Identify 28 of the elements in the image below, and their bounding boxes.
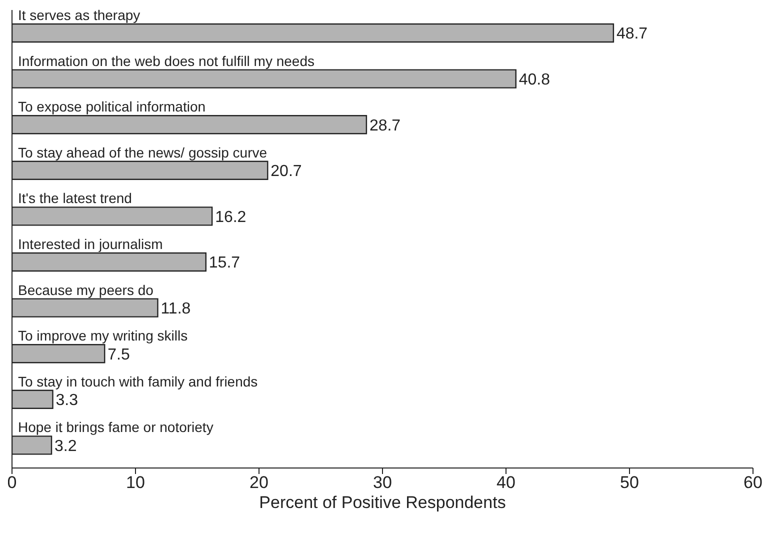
data-label: 28.7 xyxy=(369,117,401,134)
x-tick-label: 30 xyxy=(373,473,392,492)
x-tick-label: 10 xyxy=(126,473,145,492)
data-label: 11.8 xyxy=(160,300,191,318)
y-tick-label: To stay in touch with family and friends xyxy=(18,373,258,390)
data-label: 48.7 xyxy=(616,26,648,43)
x-axis-title: Percent of Positive Respondents xyxy=(259,493,506,512)
data-label: 3.3 xyxy=(56,392,78,410)
y-tick-label: Because my peers do xyxy=(18,282,154,298)
y-tick-label: To expose political information xyxy=(18,98,206,115)
y-tick-label: It's the latest trend xyxy=(18,190,132,206)
x-tick-label: 60 xyxy=(744,473,762,492)
data-label: 15.7 xyxy=(208,254,240,272)
x-tick-label: 0 xyxy=(7,473,17,492)
y-tick-label: Interested in journalism xyxy=(18,236,163,252)
y-tick-label: Hope it brings fame or notoriety xyxy=(18,419,214,436)
data-label: 3.2 xyxy=(54,438,77,455)
data-label: 40.8 xyxy=(518,71,550,88)
data-label: 7.5 xyxy=(108,346,130,364)
y-tick-label: To stay ahead of the news/ gossip curve xyxy=(18,144,268,160)
x-tick-label: 40 xyxy=(496,473,516,492)
data-label: 16.2 xyxy=(215,208,246,226)
x-tick-label: 20 xyxy=(250,473,268,492)
data-label: 20.7 xyxy=(270,163,302,180)
y-tick-label: Information on the web does not fulfill my needs xyxy=(18,52,315,69)
y-tick-label: It serves as therapy xyxy=(18,7,140,23)
x-tick-label: 50 xyxy=(620,473,639,492)
y-tick-label: To improve my writing skills xyxy=(18,328,188,344)
